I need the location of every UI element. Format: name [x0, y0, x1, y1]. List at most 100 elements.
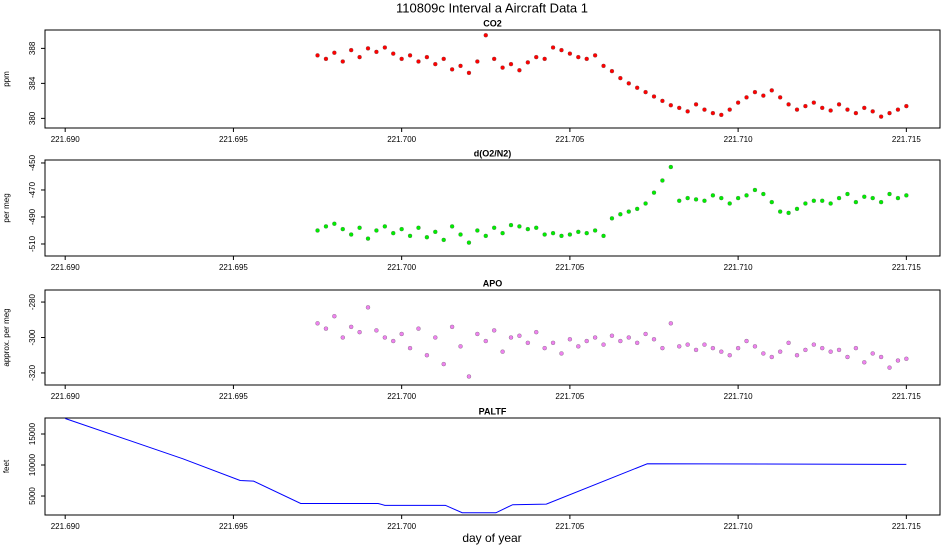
- data-point: [407, 345, 413, 351]
- data-point: [803, 347, 808, 353]
- data-point: [803, 201, 808, 206]
- data-point: [702, 342, 707, 347]
- data-point: [677, 198, 682, 203]
- data-point: [449, 67, 455, 72]
- y-tick-label: -490: [28, 208, 37, 225]
- data-point: [340, 59, 345, 64]
- data-point: [458, 344, 463, 349]
- data-point: [567, 232, 573, 237]
- data-point: [601, 63, 606, 69]
- y-tick-label: -320: [28, 364, 37, 381]
- data-point: [811, 100, 816, 105]
- data-point: [685, 109, 690, 114]
- data-point: [853, 345, 859, 351]
- data-point: [382, 45, 387, 50]
- data-point: [559, 47, 564, 53]
- data-point: [643, 201, 648, 206]
- data-point: [475, 331, 480, 337]
- data-point: [357, 54, 362, 60]
- data-point: [357, 225, 362, 230]
- y-axis-label: approx. per meg: [2, 308, 11, 366]
- data-point: [374, 49, 379, 55]
- data-point: [559, 351, 564, 356]
- y-tick-label: -510: [28, 235, 37, 252]
- x-tick-label: 221.705: [555, 392, 584, 401]
- y-tick-label: 384: [28, 76, 37, 90]
- x-tick-label: 221.710: [724, 392, 753, 401]
- data-point: [449, 324, 455, 330]
- data-point: [635, 340, 640, 345]
- data-point: [550, 231, 556, 236]
- data-point: [794, 107, 800, 112]
- data-point: [550, 340, 556, 345]
- data-point: [693, 102, 699, 107]
- data-point: [542, 56, 547, 62]
- data-point: [407, 53, 413, 58]
- data-point: [828, 201, 833, 206]
- data-point: [542, 232, 547, 237]
- y-tick-label: 5000: [28, 487, 37, 505]
- data-point: [635, 85, 640, 90]
- data-point: [424, 353, 430, 358]
- data-point: [853, 199, 859, 205]
- data-point: [407, 233, 413, 239]
- y-tick-label: 388: [28, 41, 37, 55]
- data-point: [660, 345, 665, 351]
- data-point: [517, 68, 522, 73]
- data-point: [416, 59, 421, 64]
- plot-frame: [44, 29, 941, 129]
- data-point: [466, 70, 472, 76]
- data-point: [332, 314, 337, 319]
- plot-frame: [44, 289, 941, 386]
- data-point: [878, 199, 884, 205]
- data-point: [332, 221, 337, 226]
- y-tick-label: -300: [28, 329, 37, 346]
- data-point: [735, 100, 741, 105]
- data-point: [836, 347, 842, 353]
- data-point: [845, 191, 850, 197]
- data-point: [382, 224, 387, 229]
- data-point: [592, 335, 598, 340]
- data-point: [651, 337, 657, 342]
- data-point: [693, 347, 699, 353]
- data-point: [862, 360, 867, 365]
- data-point: [424, 54, 430, 60]
- data-point: [719, 112, 724, 118]
- data-point: [458, 63, 463, 69]
- data-point: [609, 333, 615, 338]
- x-tick-label: 221.710: [724, 135, 753, 144]
- data-point: [677, 105, 682, 111]
- data-point: [323, 326, 329, 331]
- data-point: [441, 237, 446, 243]
- data-point: [794, 353, 800, 358]
- data-point: [820, 105, 825, 111]
- data-point: [492, 328, 497, 333]
- data-point: [904, 103, 909, 109]
- data-point: [702, 107, 707, 112]
- data-point: [618, 338, 623, 344]
- data-point: [828, 349, 833, 354]
- data-point: [458, 232, 463, 237]
- data-point: [735, 345, 741, 351]
- data-point: [424, 235, 430, 240]
- data-point: [710, 345, 716, 351]
- data-point: [592, 53, 598, 58]
- data-point: [584, 231, 589, 236]
- y-tick-label: 10000: [28, 453, 37, 476]
- data-point: [769, 354, 774, 360]
- panel-title: CO2: [483, 18, 502, 28]
- x-tick-label: 221.715: [892, 263, 921, 272]
- data-point: [315, 53, 320, 58]
- data-point: [752, 344, 758, 349]
- data-point: [693, 197, 699, 202]
- data-point: [483, 233, 488, 239]
- data-point: [365, 236, 371, 241]
- data-point: [811, 198, 816, 203]
- x-tick-label: 221.715: [892, 135, 921, 144]
- data-point: [853, 110, 859, 116]
- data-point: [660, 178, 665, 183]
- data-point: [315, 321, 320, 326]
- data-point: [685, 342, 690, 347]
- data-point: [702, 198, 707, 203]
- data-point: [483, 33, 488, 38]
